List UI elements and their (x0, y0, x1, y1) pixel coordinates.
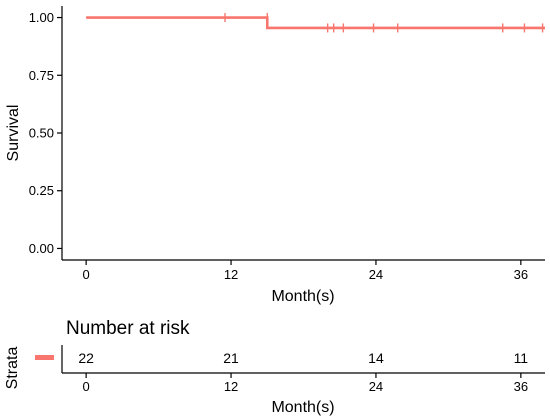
risk-count: 11 (514, 350, 529, 366)
risk-x-tick-label: 24 (369, 379, 383, 394)
risk-x-tick-label: 36 (514, 379, 528, 394)
y-axis-title: Survival (5, 105, 22, 162)
risk-x-axis-title: Month(s) (271, 399, 334, 416)
strata-color-key (35, 355, 54, 360)
survival-plot: 0.00 0.25 0.50 0.75 1.00 0 12 24 36 Survival Mo… (5, 6, 545, 305)
y-tick-label: 1.00 (29, 10, 54, 25)
y-tick-label: 0.75 (29, 68, 54, 83)
strata-label: Strata (4, 347, 21, 390)
risk-x-tick-label: 0 (83, 379, 90, 394)
y-ticks: 0.00 0.25 0.50 0.75 1.00 (29, 10, 62, 256)
y-tick-label: 0.25 (29, 183, 54, 198)
x-tick-label: 36 (514, 267, 528, 282)
risk-values: 22 21 14 11 (78, 350, 528, 366)
x-tick-label: 24 (369, 267, 383, 282)
km-series (86, 13, 545, 33)
risk-table-title: Number at risk (66, 318, 190, 339)
x-ticks: 0 12 24 36 (83, 260, 528, 282)
risk-count: 21 (223, 350, 239, 366)
y-tick-label: 0.00 (29, 241, 54, 256)
risk-count: 14 (368, 350, 384, 366)
risk-x-tick-label: 12 (224, 379, 238, 394)
x-tick-label: 0 (83, 267, 90, 282)
y-tick-label: 0.50 (29, 126, 54, 141)
x-axis-title: Month(s) (271, 288, 334, 305)
risk-count: 22 (78, 350, 94, 366)
survival-curve (86, 16, 545, 30)
risk-table: Number at risk Strata 22 21 14 11 0 12 24 36 M… (4, 318, 545, 416)
risk-x-ticks: 0 12 24 36 (83, 373, 528, 394)
x-tick-label: 12 (224, 267, 238, 282)
